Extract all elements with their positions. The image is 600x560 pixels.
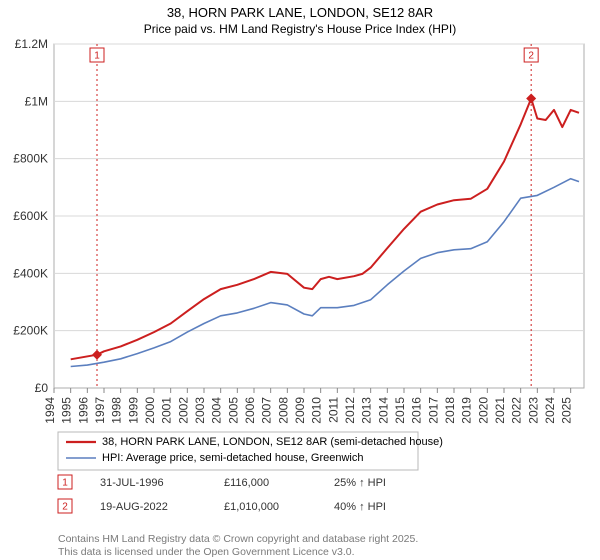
x-tick-label: 2003: [193, 397, 207, 424]
x-tick-label: 2011: [326, 397, 340, 423]
sale-marker-number: 2: [62, 502, 68, 513]
series-line-1: [71, 179, 579, 367]
footer-line: Contains HM Land Registry data © Crown c…: [58, 533, 418, 545]
x-tick-label: 1994: [43, 397, 57, 424]
y-tick-label: £1M: [25, 94, 48, 108]
chart-subtitle: Price paid vs. HM Land Registry's House …: [144, 22, 456, 36]
price-chart: 38, HORN PARK LANE, LONDON, SE12 8AR Pric…: [0, 0, 600, 560]
marker-number: 2: [528, 51, 534, 62]
legend-label: 38, HORN PARK LANE, LONDON, SE12 8AR (se…: [102, 436, 443, 448]
x-tick-label: 1998: [110, 397, 124, 424]
x-tick-label: 2013: [360, 397, 374, 424]
x-tick-label: 1997: [93, 397, 107, 424]
footer-line: This data is licensed under the Open Gov…: [58, 546, 355, 558]
sale-hpi-pct: 40% ↑ HPI: [334, 501, 386, 513]
x-tick-label: 2020: [476, 397, 490, 424]
x-tick-label: 2019: [460, 397, 474, 424]
sale-hpi-pct: 25% ↑ HPI: [334, 477, 386, 489]
y-tick-label: £600K: [13, 209, 48, 223]
x-tick-label: 2000: [143, 397, 157, 424]
chart-title: 38, HORN PARK LANE, LONDON, SE12 8AR: [167, 5, 433, 20]
sale-date: 31-JUL-1996: [100, 477, 164, 489]
marker-diamond: [526, 93, 536, 103]
marker-number: 1: [94, 51, 100, 62]
x-tick-label: 1995: [60, 397, 74, 424]
x-tick-label: 2001: [160, 397, 174, 424]
sale-price: £116,000: [224, 477, 269, 489]
x-tick-label: 2025: [560, 397, 574, 424]
x-tick-label: 2002: [176, 397, 190, 424]
y-tick-label: £0: [35, 381, 49, 395]
x-tick-label: 1996: [76, 397, 90, 424]
y-tick-label: £400K: [13, 266, 48, 280]
sale-marker-number: 1: [62, 478, 68, 489]
x-tick-label: 2010: [310, 397, 324, 424]
x-tick-label: 2007: [260, 397, 274, 424]
x-tick-label: 2024: [543, 397, 557, 424]
y-tick-label: £200K: [13, 324, 48, 338]
y-tick-label: £1.2M: [15, 37, 48, 51]
legend-label: HPI: Average price, semi-detached house,…: [102, 452, 364, 464]
x-tick-label: 2012: [343, 397, 357, 424]
x-tick-label: 2004: [210, 397, 224, 424]
x-tick-label: 2006: [243, 397, 257, 424]
x-tick-label: 2015: [393, 397, 407, 424]
x-tick-label: 2017: [426, 397, 440, 424]
x-tick-label: 2008: [276, 397, 290, 424]
x-tick-label: 2009: [293, 397, 307, 424]
x-tick-label: 2005: [226, 397, 240, 424]
x-tick-label: 2014: [376, 397, 390, 424]
x-tick-label: 2021: [493, 397, 507, 424]
series-line-0: [71, 99, 579, 360]
x-tick-label: 2018: [443, 397, 457, 424]
y-tick-label: £800K: [13, 152, 48, 166]
sale-date: 19-AUG-2022: [100, 501, 168, 513]
x-tick-label: 2022: [510, 397, 524, 424]
sale-price: £1,010,000: [224, 501, 279, 513]
x-tick-label: 2016: [410, 397, 424, 424]
x-tick-label: 1999: [126, 397, 140, 424]
marker-diamond: [92, 350, 102, 360]
x-tick-label: 2023: [526, 397, 540, 424]
